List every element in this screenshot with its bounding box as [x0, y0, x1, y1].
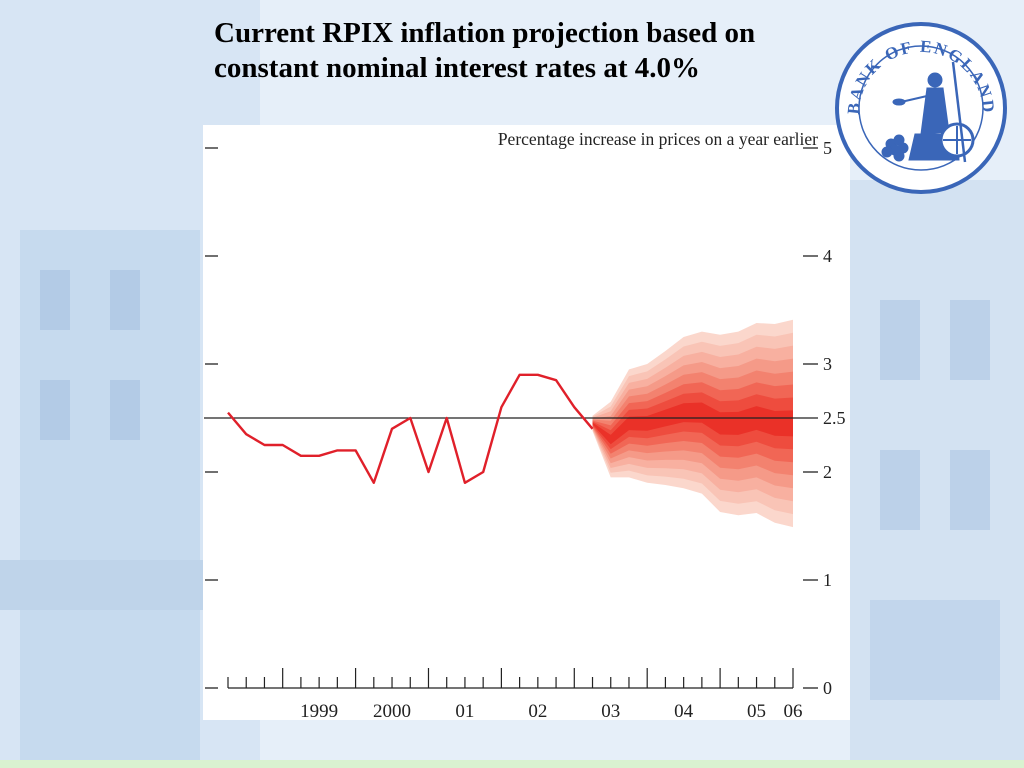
- fan-band-8: [592, 402, 793, 445]
- y-tick-label: 3: [823, 354, 832, 374]
- x-tick-label: 2000: [373, 701, 411, 722]
- right-axis: 0 1 2 2.5 3 4 5: [803, 138, 846, 698]
- bottom-strip: [0, 760, 1024, 768]
- bank-of-england-logo: BANK OF ENGLAND: [835, 22, 1007, 194]
- x-tick-label: 05: [747, 701, 766, 722]
- y-tick-label: 2: [823, 462, 832, 482]
- slide-title-line-1: Current RPIX inflation projection based …: [214, 17, 756, 49]
- fan-bands: [592, 319, 793, 528]
- x-tick-label: 06: [784, 701, 803, 722]
- slide-title: Current RPIX inflation projection based …: [214, 16, 854, 86]
- x-tick-label: 02: [528, 701, 547, 722]
- rpix-history-line: [227, 373, 594, 484]
- x-tick-label: 01: [455, 701, 474, 722]
- y-tick-label: 0: [823, 678, 832, 698]
- x-tick-label: 03: [601, 701, 620, 722]
- x-tick-label: 04: [674, 701, 694, 722]
- y-tick-label: 1: [823, 570, 832, 590]
- slide-title-line-2: constant nominal interest rates at 4.0%: [214, 52, 700, 84]
- y-tick-label: 4: [823, 246, 832, 266]
- y-tick-label: 2.5: [823, 408, 846, 428]
- chart-subtitle: Percentage increase in prices on a year …: [498, 129, 818, 149]
- history-line-group: [227, 373, 594, 484]
- y-tick-label: 5: [823, 138, 832, 158]
- left-axis-ticks: [205, 147, 218, 689]
- x-tick-label: 1999: [300, 701, 338, 722]
- x-axis: 1999 2000 01 02 03 04 05 06: [227, 668, 803, 722]
